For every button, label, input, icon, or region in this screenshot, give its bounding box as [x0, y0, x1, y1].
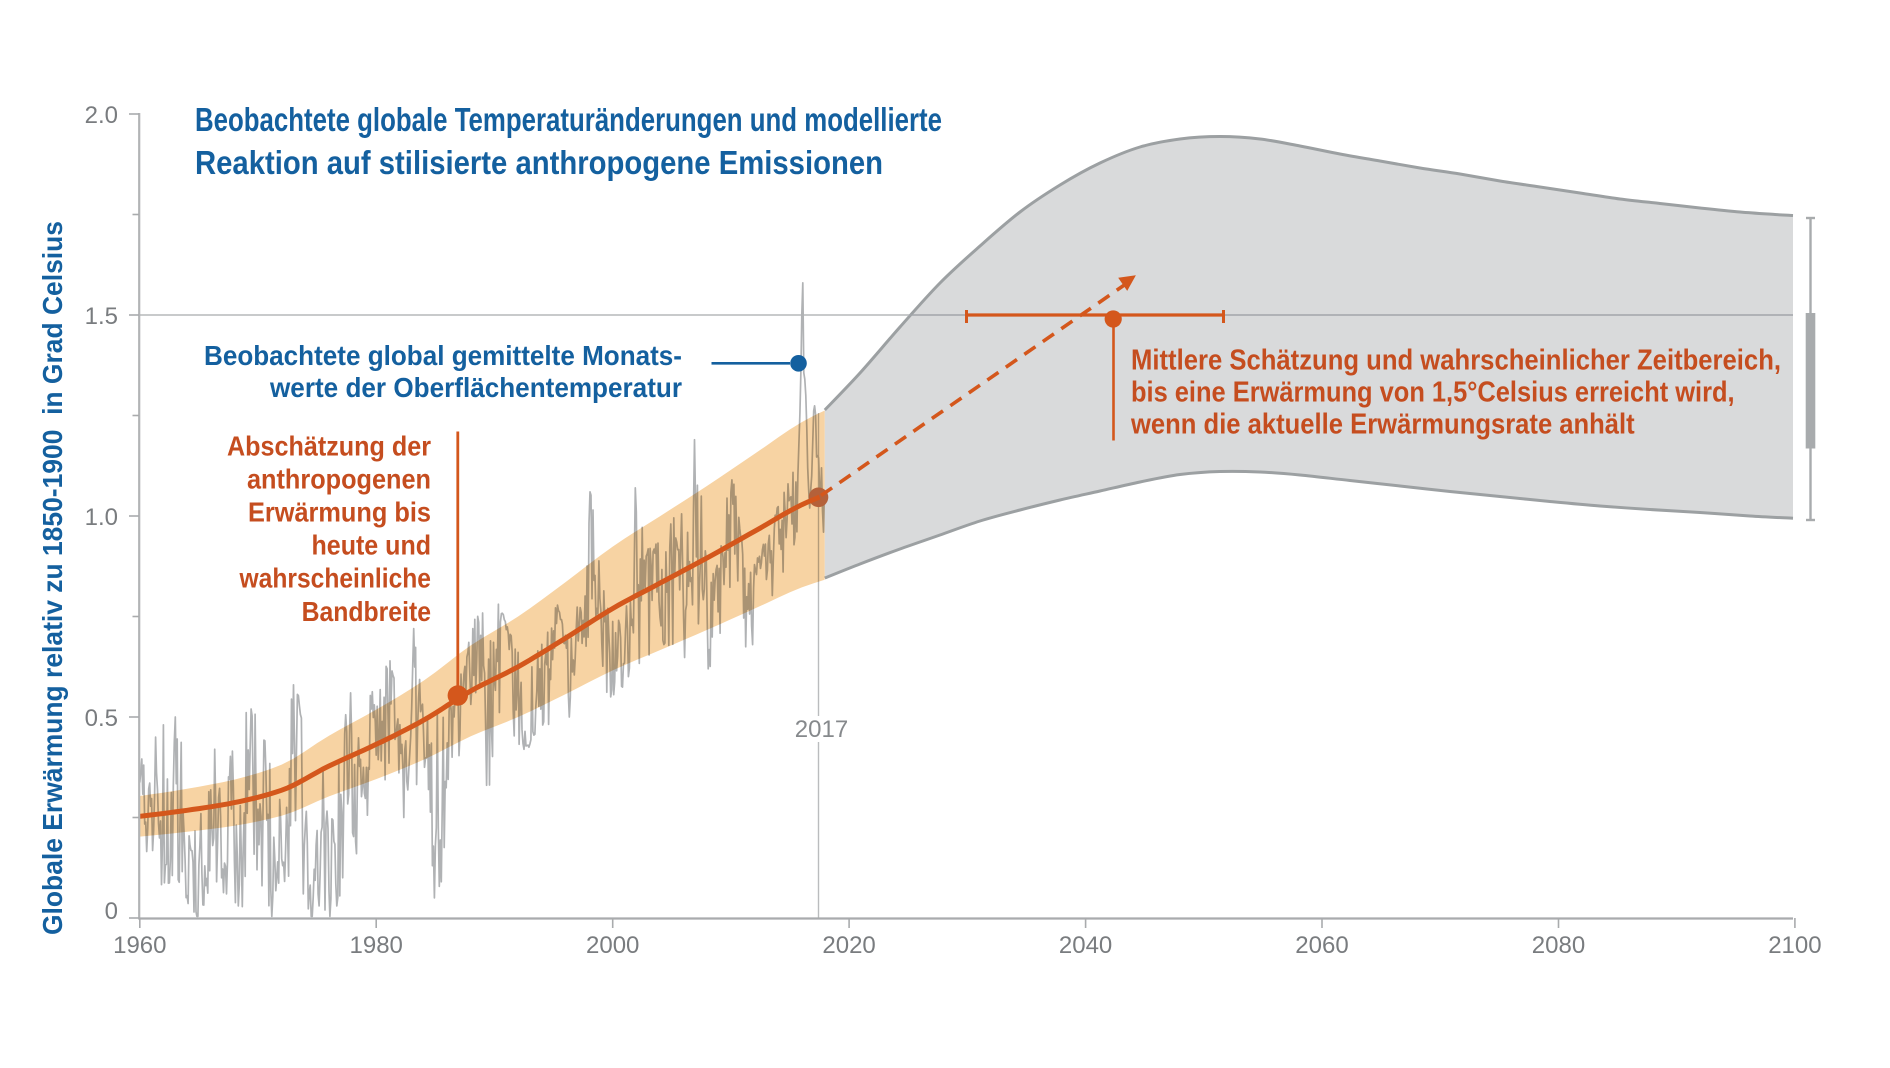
svg-text:0: 0 — [105, 898, 118, 925]
svg-text:anthropogenen: anthropogenen — [247, 463, 431, 494]
svg-text:2060: 2060 — [1295, 932, 1348, 959]
svg-text:1960: 1960 — [113, 932, 166, 959]
svg-text:2080: 2080 — [1532, 932, 1585, 959]
svg-text:2000: 2000 — [586, 932, 639, 959]
svg-text:1.5: 1.5 — [85, 303, 118, 330]
svg-text:bis eine Erwärmung von 1,5°Cel: bis eine Erwärmung von 1,5°Celsius errei… — [1131, 377, 1735, 409]
svg-text:Mittlere Schätzung und wahrsch: Mittlere Schätzung und wahrscheinlicher … — [1131, 345, 1781, 377]
svg-text:Bandbreite: Bandbreite — [302, 596, 431, 627]
svg-text:wahrscheinliche: wahrscheinliche — [239, 563, 431, 594]
svg-text:2100: 2100 — [1768, 932, 1821, 959]
svg-text:werte der Oberflächentemperatu: werte der Oberflächentemperatur — [269, 372, 682, 403]
svg-text:2.0: 2.0 — [85, 102, 118, 129]
svg-text:1980: 1980 — [350, 932, 403, 959]
svg-text:wenn die aktuelle Erwärmungsra: wenn die aktuelle Erwärmungsrate anhält — [1130, 409, 1635, 441]
svg-text:Abschätzung der: Abschätzung der — [227, 430, 431, 461]
svg-text:heute und: heute und — [312, 530, 432, 561]
svg-text:Globale Erwärmung relativ zu 1: Globale Erwärmung relativ zu 1850-1900 i… — [37, 221, 68, 935]
svg-text:2020: 2020 — [822, 932, 875, 959]
svg-text:Erwärmung bis: Erwärmung bis — [248, 497, 431, 528]
svg-text:2040: 2040 — [1059, 932, 1112, 959]
svg-text:Reaktion auf stilisierte anthr: Reaktion auf stilisierte anthropogene Em… — [195, 144, 883, 181]
svg-text:2017: 2017 — [795, 716, 848, 743]
svg-text:1.0: 1.0 — [85, 504, 118, 531]
svg-text:0.5: 0.5 — [85, 705, 118, 732]
svg-text:Beobachtete global gemittelte: Beobachtete global gemittelte Monats- — [204, 340, 682, 371]
svg-text:Beobachtete globale Temperatur: Beobachtete globale Temperaturänderungen… — [195, 101, 942, 138]
